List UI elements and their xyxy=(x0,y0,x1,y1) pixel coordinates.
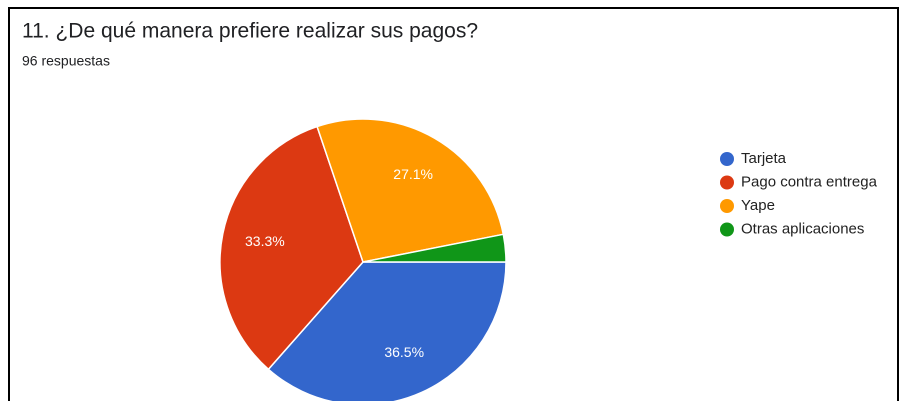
legend-label: Yape xyxy=(741,197,775,214)
legend-swatch xyxy=(720,199,734,213)
pie-slice xyxy=(362,233,507,263)
slice-label: 33.3% xyxy=(245,233,285,249)
legend-label: Tarjeta xyxy=(741,150,787,167)
slice-label: 27.1% xyxy=(393,166,433,182)
legend-swatch xyxy=(720,222,734,237)
pie-slice xyxy=(316,118,505,263)
chart-subtitle: 96 respuestas xyxy=(22,53,110,69)
slice-label: 36.5% xyxy=(384,344,424,360)
pie-slice xyxy=(267,261,507,401)
pie-slice xyxy=(219,125,364,371)
chart-title: 11. ¿De qué manera prefiere realizar sus… xyxy=(22,20,478,43)
legend-swatch xyxy=(720,152,734,166)
legend-label: Otras aplicaciones xyxy=(741,220,864,237)
legend-swatch xyxy=(720,175,734,190)
legend-label: Pago contra entrega xyxy=(741,173,878,190)
